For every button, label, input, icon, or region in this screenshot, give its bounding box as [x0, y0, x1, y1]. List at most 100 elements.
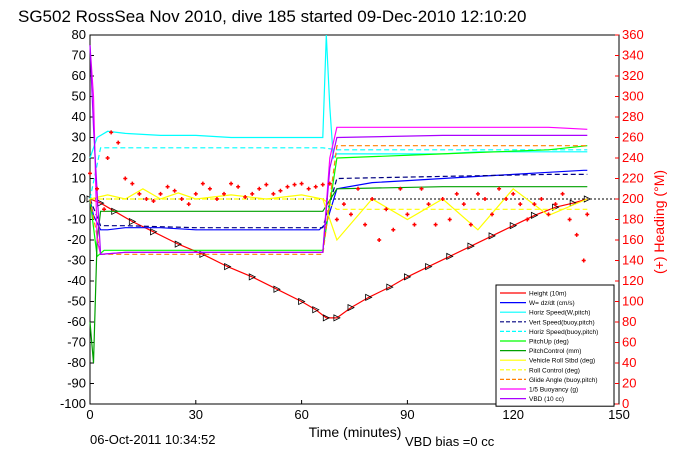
height-marker — [248, 273, 257, 281]
heading-point — [490, 212, 495, 217]
y-left-tick-label: -90 — [67, 376, 86, 391]
heading-point — [236, 184, 241, 189]
heading-point — [504, 197, 509, 201]
heading-point — [105, 156, 110, 160]
series-layer — [86, 34, 592, 364]
height-marker — [530, 211, 539, 220]
heading-point — [200, 181, 205, 186]
heading-point — [412, 222, 417, 227]
heading-point — [158, 191, 163, 196]
y-left-tick-label: -10 — [67, 212, 86, 227]
y-right-tick-label: 160 — [622, 232, 644, 247]
heading-point — [172, 188, 177, 193]
height-marker — [365, 293, 373, 302]
height-marker — [467, 242, 475, 250]
heading-point — [116, 140, 121, 145]
heading-point — [377, 238, 382, 242]
heading-point — [348, 212, 353, 217]
height-marker — [333, 314, 341, 322]
heading-point — [292, 182, 297, 187]
x-tick-label: 90 — [400, 407, 414, 422]
height-marker — [583, 195, 592, 203]
x-tick-label: 30 — [189, 407, 203, 422]
legend-label: VBD (10 cc) — [529, 396, 564, 403]
heading-point — [250, 191, 255, 196]
right-axis-label: (+) Heading (°M) — [651, 170, 667, 274]
heading-point — [165, 184, 170, 189]
y-right-tick-label: 120 — [622, 273, 644, 288]
height-marker — [224, 263, 232, 271]
height-marker — [150, 228, 158, 236]
heading-point — [278, 188, 283, 193]
series-line-12 — [89, 45, 588, 255]
y-left-tick-label: -30 — [67, 253, 86, 268]
x-tick-label: 120 — [502, 407, 524, 422]
height-marker — [404, 273, 412, 281]
heading-point — [341, 202, 346, 207]
chart-title: SG502 RossSea Nov 2010, dive 185 started… — [18, 7, 526, 26]
heading-point — [229, 181, 234, 186]
heading-point — [137, 191, 142, 196]
heading-point — [482, 197, 487, 201]
heading-point — [144, 197, 149, 201]
y-right-tick-label: 280 — [622, 109, 644, 124]
heading-point — [497, 186, 502, 191]
legend-label: Vert Speed(buoy,pitch) — [529, 319, 595, 326]
heading-point — [363, 222, 368, 227]
heading-point — [574, 232, 579, 237]
height-marker — [386, 283, 394, 291]
series-line-1 — [89, 198, 588, 319]
heading-point — [518, 202, 523, 207]
legend: Height (10m) W= dz/dt (cm/s) Horiz Speed(W… — [495, 284, 615, 407]
heading-point — [264, 182, 269, 187]
heading-point — [419, 186, 424, 191]
legend-label: Vehicle Roll Stbd (deg) — [529, 358, 595, 365]
heading-point — [285, 184, 290, 189]
y-left-tick-label: -20 — [67, 232, 86, 247]
height-marker — [446, 252, 454, 261]
y-left-tick-label: 30 — [72, 130, 86, 145]
y-left-tick-label: -50 — [67, 294, 86, 309]
series-line-7 — [89, 186, 588, 364]
legend-label: Height (10m) — [529, 291, 567, 298]
y-left-tick-label: 70 — [72, 48, 86, 63]
y-right-tick-label: 360 — [622, 27, 644, 42]
y-left-tick-label: 60 — [72, 68, 86, 83]
heading-point — [539, 197, 544, 201]
heading-series — [88, 130, 590, 263]
x-axis-label: Time (minutes) — [309, 424, 402, 440]
heading-point — [95, 186, 100, 191]
heading-point — [426, 202, 431, 207]
heading-point — [151, 199, 156, 204]
y-right-tick-label: 80 — [622, 314, 636, 329]
height-marker — [488, 232, 496, 240]
height-marker — [509, 222, 518, 230]
height-marker — [174, 240, 183, 248]
y-right-tick-label: 300 — [622, 89, 644, 104]
heading-point — [398, 186, 403, 191]
heading-point — [560, 191, 565, 196]
y-left-tick-label: 10 — [72, 171, 86, 186]
heading-point — [475, 191, 480, 196]
heading-point — [207, 186, 212, 191]
height-marker — [128, 217, 137, 226]
heading-point — [532, 202, 537, 207]
series-line-10 — [89, 145, 588, 255]
legend-label: PitchUp (deg) — [529, 339, 569, 346]
heading-point — [130, 181, 135, 186]
heading-point — [222, 191, 227, 196]
height-marker — [273, 285, 281, 293]
heading-point — [123, 176, 128, 181]
height-marker — [425, 263, 433, 271]
heading-point — [384, 207, 389, 212]
heading-point — [440, 197, 445, 201]
heading-point — [306, 186, 311, 191]
series-line-4 — [89, 173, 588, 229]
y-right-tick-label: 60 — [622, 335, 636, 350]
y-left-tick-label: 50 — [72, 89, 86, 104]
y-left-tick-label: 80 — [72, 27, 86, 42]
heading-point — [546, 212, 551, 217]
x-tick-label: 60 — [294, 407, 308, 422]
legend-label: Horiz Speed(buoy,pitch) — [529, 329, 598, 336]
